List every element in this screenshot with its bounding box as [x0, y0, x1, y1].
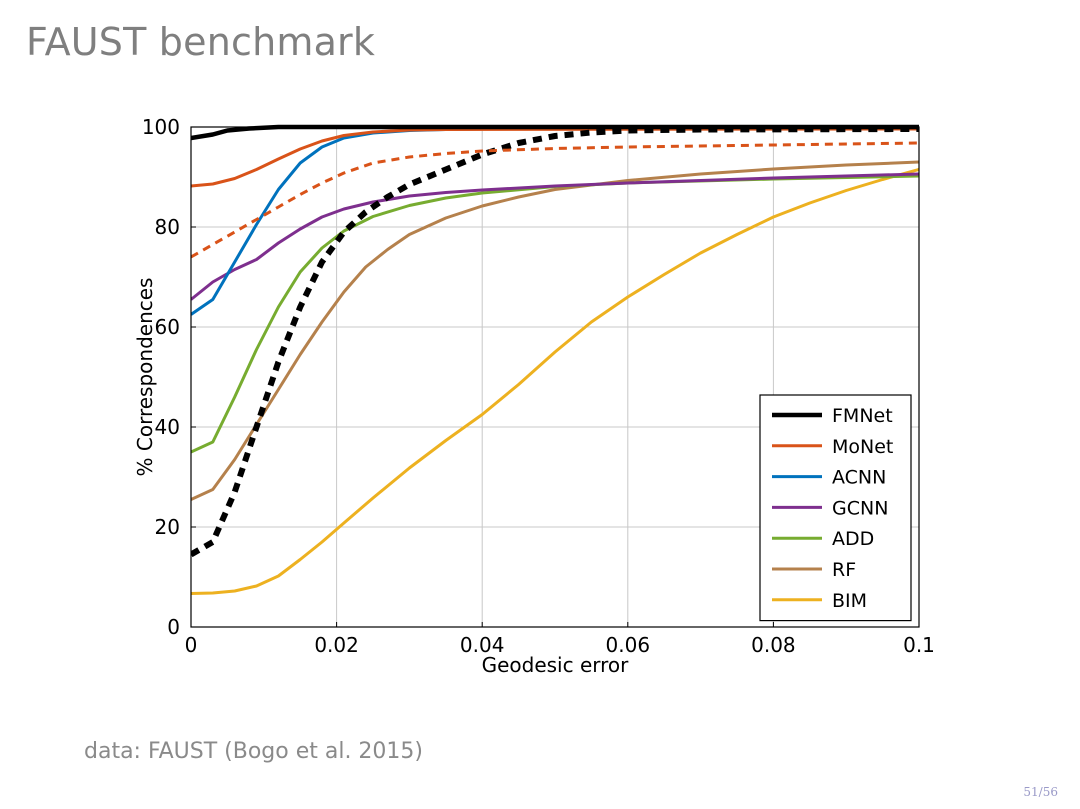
- page-number[interactable]: 51/56: [1023, 785, 1058, 799]
- series-line-fmnet-dashed: [191, 126, 919, 558]
- legend-label-gcnn: GCNN: [832, 497, 888, 519]
- slide-title: FAUST benchmark: [26, 20, 376, 64]
- legend: FMNet MoNet ACNN GCNN ADD RF BIM: [759, 394, 912, 622]
- y-tick-label: 80: [155, 215, 180, 239]
- x-axis-label: Geodesic error: [482, 653, 630, 677]
- series-line-gcnn: [191, 172, 919, 301]
- y-tick-label: 100: [142, 115, 180, 139]
- series-line-monet: [191, 127, 919, 188]
- series-line-acnn: [191, 127, 919, 316]
- x-tick-label: 0.06: [606, 633, 651, 657]
- x-tick-label: 0.08: [751, 633, 796, 657]
- series-layer: [191, 124, 919, 595]
- legend-label-add: ADD: [832, 528, 874, 550]
- y-tick-label: 60: [155, 315, 180, 339]
- y-axis-label: % Correspondences: [133, 278, 157, 477]
- series-line-rf: [191, 160, 919, 501]
- x-tick-label: 0: [185, 633, 198, 657]
- series-line-bim: [191, 168, 919, 595]
- x-tick-label: 0.04: [460, 633, 505, 657]
- series-line-monet-dashed: [191, 141, 919, 259]
- y-tick-label: 40: [155, 415, 180, 439]
- data-source-note: data: FAUST (Bogo et al. 2015): [84, 739, 424, 764]
- y-tick-label: 0: [167, 615, 180, 639]
- legend-label-rf: RF: [832, 559, 856, 581]
- y-tick-label: 20: [155, 515, 180, 539]
- legend-label-bim: BIM: [832, 590, 867, 612]
- legend-label-fmnet: FMNet: [832, 405, 893, 427]
- x-tick-label: 0.02: [314, 633, 359, 657]
- legend-label-monet: MoNet: [832, 436, 893, 458]
- plot-frame: [190, 126, 920, 628]
- legend-label-acnn: ACNN: [832, 467, 886, 489]
- x-tick-label: 0.1: [903, 633, 935, 657]
- ticks-layer: 0 0.02 0.04 0.06 0.08 0.1 0 20 40 60 80 100: [142, 115, 935, 657]
